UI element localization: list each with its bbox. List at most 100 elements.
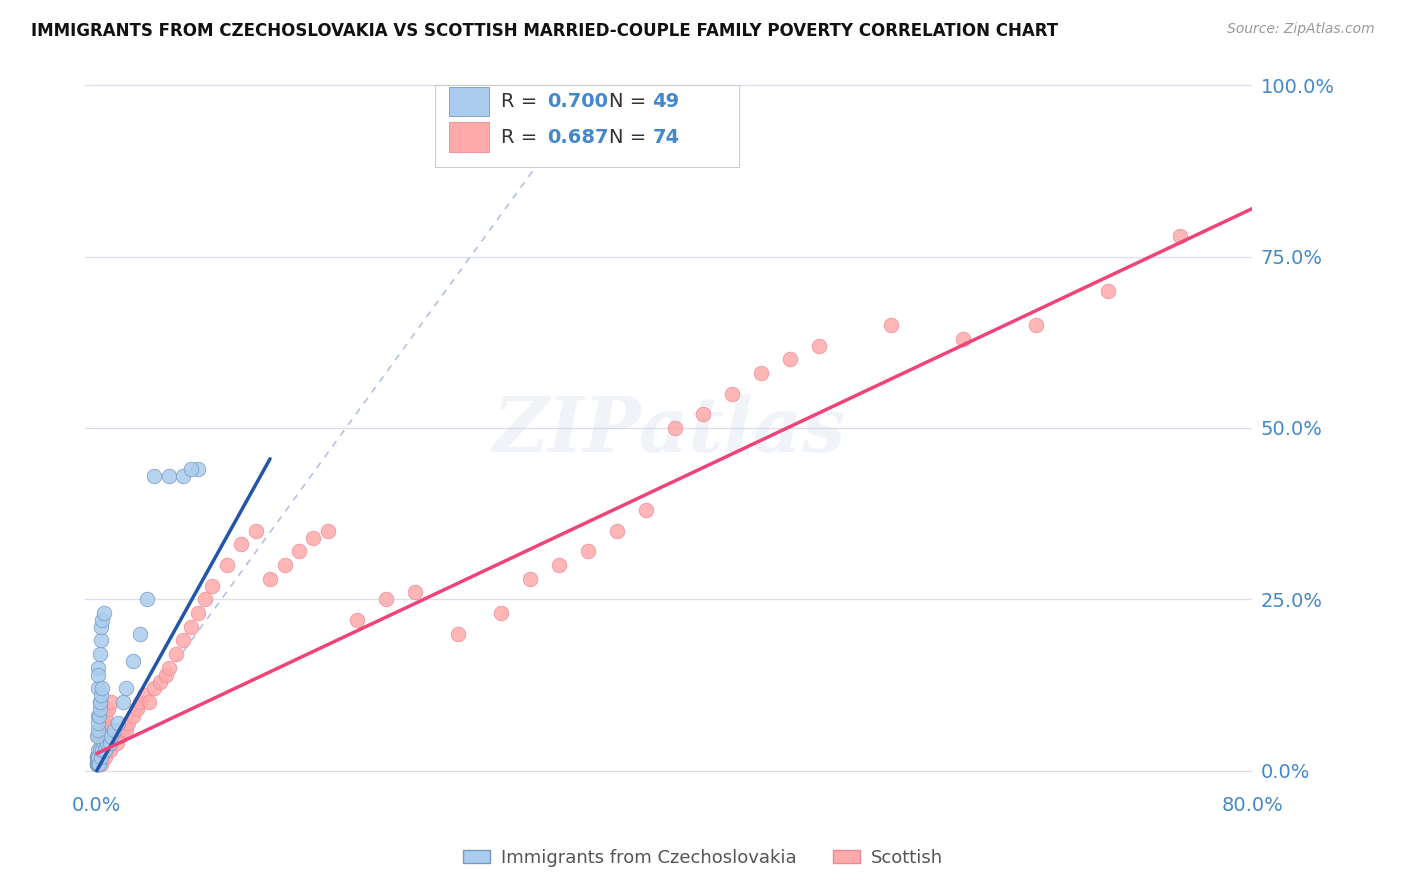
Point xyxy=(143,681,166,696)
Point xyxy=(172,469,194,483)
Point xyxy=(90,750,112,764)
Point xyxy=(187,462,209,476)
Point xyxy=(180,462,202,476)
Point xyxy=(273,558,295,572)
Point xyxy=(111,723,134,737)
Point xyxy=(87,723,110,737)
Point xyxy=(89,695,111,709)
Point xyxy=(86,756,108,771)
Point xyxy=(90,620,112,634)
Point xyxy=(117,715,139,730)
Point xyxy=(98,743,121,757)
Point xyxy=(201,579,224,593)
Point xyxy=(548,558,571,572)
Point xyxy=(346,613,368,627)
Point xyxy=(96,736,118,750)
Point xyxy=(108,730,131,744)
Point xyxy=(93,743,115,757)
Point xyxy=(100,695,122,709)
Legend: Immigrants from Czechoslovakia, Scottish: Immigrants from Czechoslovakia, Scottish xyxy=(456,842,950,874)
Point xyxy=(86,756,108,771)
Point xyxy=(97,730,120,744)
Text: 0.700: 0.700 xyxy=(547,92,609,111)
Point xyxy=(86,756,108,771)
Point xyxy=(606,524,628,538)
Point xyxy=(157,661,180,675)
Point xyxy=(96,743,118,757)
Point xyxy=(157,469,180,483)
Point xyxy=(87,756,110,771)
Point xyxy=(288,544,311,558)
Point xyxy=(98,736,121,750)
Point xyxy=(105,736,128,750)
Point xyxy=(89,702,111,716)
Point xyxy=(149,674,172,689)
Point xyxy=(374,592,396,607)
Point xyxy=(90,730,112,744)
Point xyxy=(86,750,108,764)
Text: Source: ZipAtlas.com: Source: ZipAtlas.com xyxy=(1227,22,1375,37)
Point xyxy=(489,606,512,620)
Point xyxy=(93,715,115,730)
Point xyxy=(664,421,686,435)
Point xyxy=(576,544,599,558)
Point xyxy=(172,633,194,648)
Y-axis label: Married-Couple Family Poverty: Married-Couple Family Poverty xyxy=(0,293,8,569)
Point xyxy=(103,730,125,744)
Point xyxy=(136,592,159,607)
Point xyxy=(245,524,267,538)
Point xyxy=(165,647,187,661)
Point xyxy=(316,524,339,538)
Point xyxy=(89,730,111,744)
Point xyxy=(86,750,108,764)
Point xyxy=(107,715,129,730)
Point xyxy=(97,736,120,750)
Point xyxy=(634,503,657,517)
Point xyxy=(87,715,110,730)
Point xyxy=(134,689,156,703)
FancyBboxPatch shape xyxy=(436,86,738,167)
Point xyxy=(93,736,115,750)
Point xyxy=(91,613,114,627)
Point xyxy=(91,743,114,757)
Point xyxy=(87,681,110,696)
Point xyxy=(880,318,903,332)
Point xyxy=(87,667,110,681)
Point xyxy=(519,572,541,586)
Point xyxy=(89,647,111,661)
Point xyxy=(692,407,714,421)
Point xyxy=(87,709,110,723)
Point xyxy=(91,723,114,737)
Point xyxy=(87,730,110,744)
Point xyxy=(121,654,143,668)
Point xyxy=(89,743,111,757)
Point xyxy=(87,743,110,757)
Point xyxy=(94,709,117,723)
Point xyxy=(138,695,160,709)
Point xyxy=(1097,284,1119,298)
Point xyxy=(779,352,801,367)
Point xyxy=(87,756,110,771)
Point xyxy=(90,681,112,696)
Point xyxy=(100,736,122,750)
Point xyxy=(302,531,325,545)
Point xyxy=(114,723,136,737)
Point xyxy=(91,750,114,764)
Point xyxy=(93,606,115,620)
Point xyxy=(194,592,217,607)
Point xyxy=(94,750,117,764)
FancyBboxPatch shape xyxy=(450,122,489,152)
Point xyxy=(87,756,110,771)
Point xyxy=(86,750,108,764)
Point xyxy=(1168,229,1191,244)
Point xyxy=(143,469,166,483)
Text: ZIPatlas: ZIPatlas xyxy=(492,394,845,468)
Text: 74: 74 xyxy=(652,128,679,146)
Point xyxy=(86,756,108,771)
Point xyxy=(129,626,152,640)
Point xyxy=(187,606,209,620)
Point xyxy=(94,743,117,757)
Point xyxy=(404,585,426,599)
Text: IMMIGRANTS FROM CZECHOSLOVAKIA VS SCOTTISH MARRIED-COUPLE FAMILY POVERTY CORRELA: IMMIGRANTS FROM CZECHOSLOVAKIA VS SCOTTI… xyxy=(31,22,1059,40)
Point xyxy=(86,730,108,744)
